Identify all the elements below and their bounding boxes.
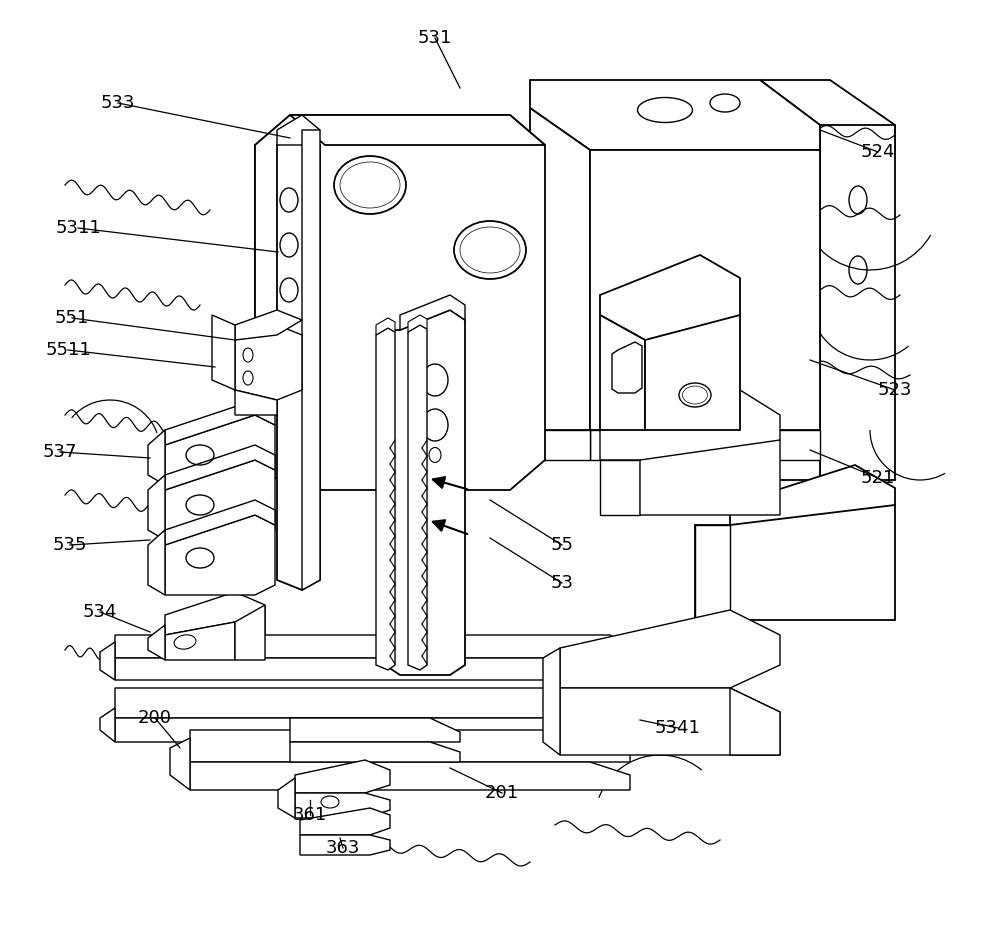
Polygon shape [300,808,390,835]
Polygon shape [148,475,165,540]
Polygon shape [148,530,165,595]
Text: 535: 535 [53,536,87,554]
Polygon shape [165,460,275,540]
Text: 523: 523 [878,381,912,399]
Polygon shape [235,390,277,415]
Polygon shape [530,108,590,430]
Polygon shape [302,130,320,590]
Polygon shape [277,130,320,590]
Polygon shape [530,80,820,150]
Polygon shape [295,760,390,793]
Polygon shape [560,688,780,755]
Text: 5511: 5511 [45,341,91,359]
Polygon shape [212,315,235,390]
Polygon shape [115,718,650,742]
Polygon shape [560,610,780,688]
Text: 551: 551 [55,309,89,327]
Polygon shape [408,315,427,332]
Polygon shape [115,635,650,668]
Polygon shape [543,648,560,755]
Polygon shape [590,150,820,430]
Text: 363: 363 [326,839,360,857]
Polygon shape [165,592,265,635]
Polygon shape [820,125,895,480]
Polygon shape [730,688,780,755]
Polygon shape [590,430,820,460]
Text: 5311: 5311 [55,219,101,237]
Polygon shape [385,310,465,675]
Polygon shape [376,328,395,670]
Polygon shape [730,465,895,525]
Polygon shape [190,762,630,790]
Polygon shape [165,445,275,490]
Polygon shape [115,658,650,680]
Polygon shape [235,310,302,340]
Text: 531: 531 [418,29,452,47]
Polygon shape [290,742,460,762]
Text: 533: 533 [101,94,135,112]
Text: 524: 524 [861,143,895,161]
Polygon shape [400,295,465,330]
Polygon shape [148,625,165,660]
Polygon shape [235,605,265,660]
Polygon shape [695,525,730,620]
Text: 201: 201 [485,784,519,802]
Polygon shape [640,440,780,515]
Polygon shape [235,325,302,400]
Polygon shape [376,318,395,335]
Polygon shape [148,430,165,485]
Polygon shape [170,738,190,790]
Polygon shape [165,500,275,545]
Polygon shape [165,415,275,485]
Polygon shape [600,390,780,460]
Polygon shape [165,400,275,445]
Polygon shape [530,430,590,460]
Polygon shape [600,315,645,430]
Polygon shape [600,460,640,515]
Polygon shape [277,115,320,145]
Polygon shape [645,315,740,430]
Polygon shape [757,80,820,480]
Polygon shape [300,835,390,855]
Polygon shape [695,525,730,620]
Polygon shape [100,642,115,680]
Polygon shape [115,688,650,718]
Text: 537: 537 [43,443,77,461]
Polygon shape [290,718,460,742]
Polygon shape [100,708,115,742]
Polygon shape [612,342,642,393]
Text: 534: 534 [83,603,117,621]
Polygon shape [190,730,630,762]
Text: 5341: 5341 [655,719,701,737]
Polygon shape [730,505,895,620]
Polygon shape [255,115,290,490]
Polygon shape [165,622,235,660]
Polygon shape [408,325,427,670]
Polygon shape [278,778,295,818]
Polygon shape [757,80,895,150]
Polygon shape [165,515,275,595]
Text: 200: 200 [138,709,172,727]
Polygon shape [295,793,390,818]
Polygon shape [290,115,545,145]
Text: 521: 521 [861,469,895,487]
Polygon shape [255,115,545,490]
Text: 55: 55 [550,536,574,554]
Text: 53: 53 [550,574,574,592]
Polygon shape [600,255,740,340]
Text: 361: 361 [293,806,327,824]
